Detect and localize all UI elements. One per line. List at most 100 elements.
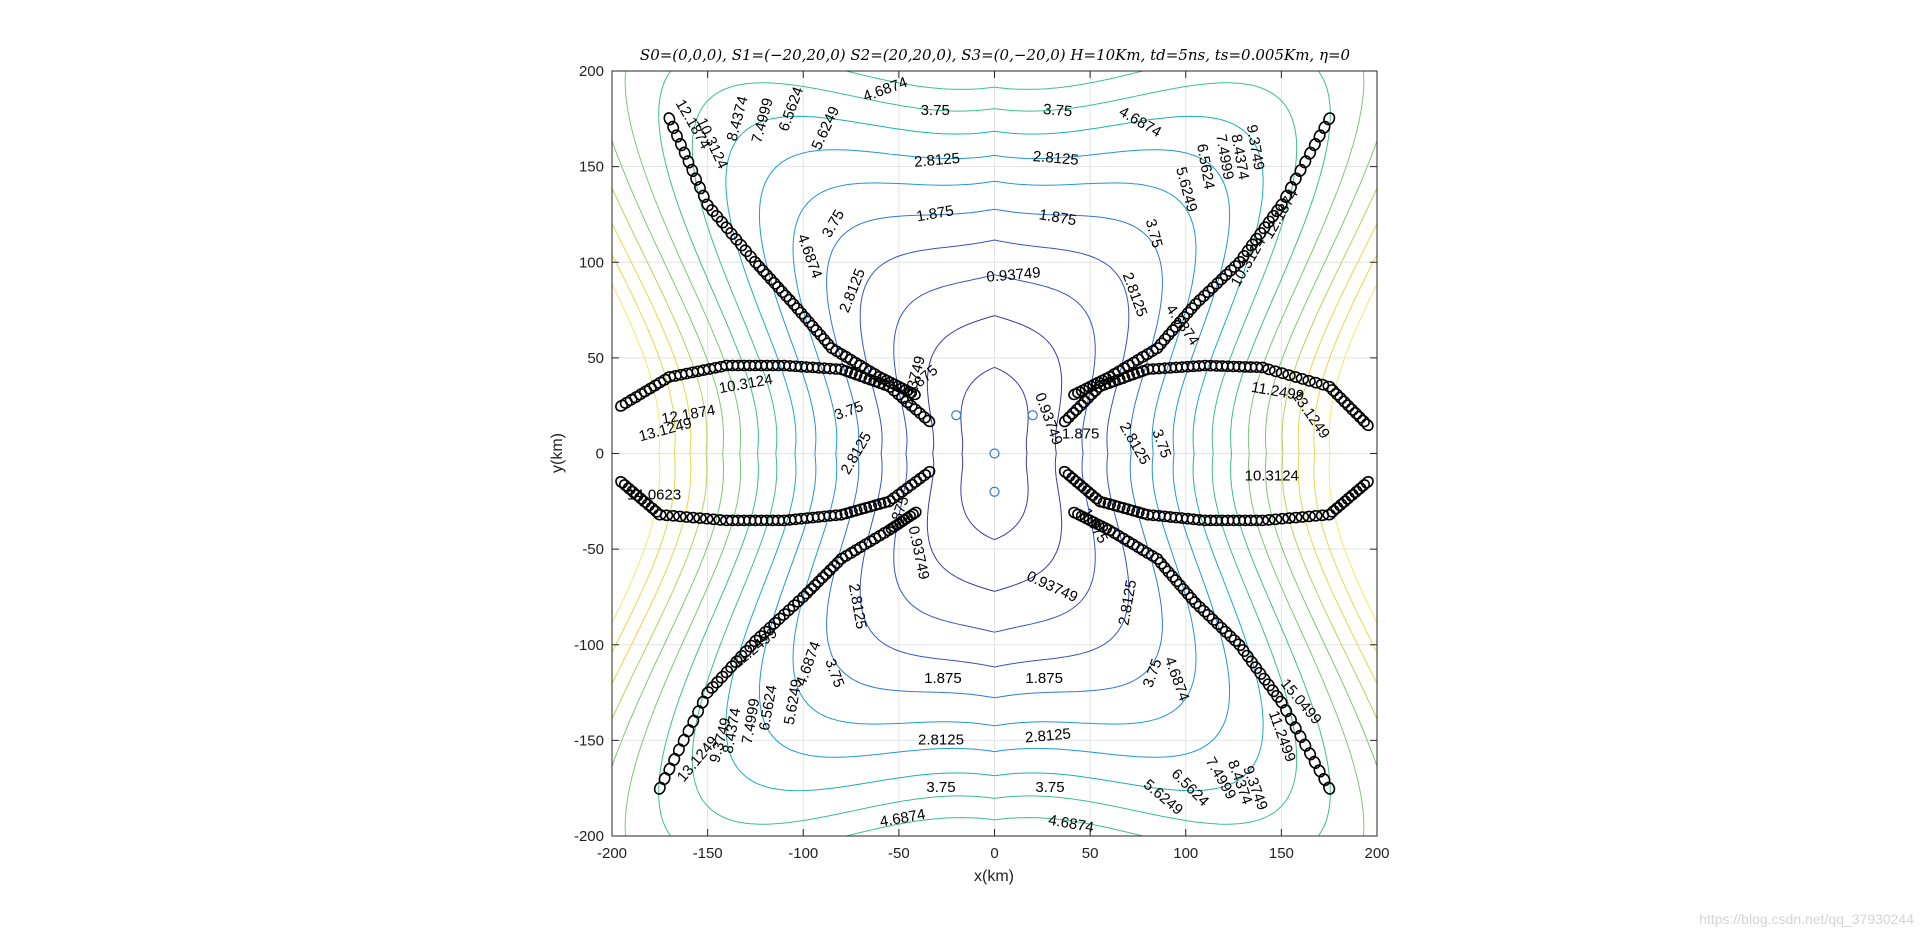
label-cluster-glyph xyxy=(1140,348,1155,361)
label-cluster-glyph xyxy=(834,363,849,376)
x-axis-ticks: -200 -150 -100 -50 0 50 100 150 200 xyxy=(597,71,1390,862)
label-cluster-glyph xyxy=(1282,512,1296,524)
label-cluster-glyph xyxy=(725,227,738,241)
label-cluster-glyph xyxy=(1093,380,1107,393)
label-cluster-glyph xyxy=(1258,221,1271,235)
label-cluster-glyph xyxy=(891,488,905,501)
contour-label: 1.875 xyxy=(1038,206,1078,229)
label-cluster-glyph xyxy=(645,501,659,515)
label-cluster-glyph xyxy=(1262,215,1275,229)
label-cluster-glyph xyxy=(739,244,753,258)
label-cluster-glyph xyxy=(1289,721,1302,735)
y-tick-label: 50 xyxy=(587,350,604,367)
label-cluster-glyph xyxy=(896,485,909,498)
label-cluster-glyph xyxy=(1275,695,1288,709)
chart-title: S0=(0,0,0), S1=(−20,20,0) S2=(20,20,0), … xyxy=(640,46,1351,64)
label-cluster-glyph xyxy=(1299,738,1312,752)
label-cluster-glyph xyxy=(1145,345,1159,358)
contour-label: 3.75 xyxy=(1042,101,1073,120)
label-cluster-glyph xyxy=(812,575,825,588)
label-cluster-glyph xyxy=(1241,649,1254,663)
label-cluster-glyph xyxy=(1072,508,1086,521)
label-cluster-glyph xyxy=(671,129,683,143)
label-cluster-glyph xyxy=(1357,479,1371,492)
x-tick-label: 0 xyxy=(990,845,998,862)
x-axis-label: x(km) xyxy=(974,868,1014,885)
label-cluster-glyph xyxy=(1102,377,1116,390)
label-cluster-glyph xyxy=(1349,485,1363,499)
label-cluster-glyph xyxy=(1284,181,1297,195)
label-cluster-glyph xyxy=(777,608,791,621)
contour-label: 2.8125 xyxy=(1032,148,1079,169)
label-cluster-glyph xyxy=(787,599,801,612)
label-cluster-glyph xyxy=(1338,395,1351,409)
contour-label: 2.8125 xyxy=(918,731,964,748)
label-cluster-glyph xyxy=(816,571,829,585)
label-cluster-glyph xyxy=(1241,244,1254,258)
contour-label: 1.875 xyxy=(1025,670,1063,687)
label-cluster-glyph xyxy=(909,475,923,488)
label-cluster-glyph xyxy=(701,198,714,212)
label-cluster-glyph xyxy=(907,388,921,401)
label-cluster-glyph xyxy=(853,503,868,516)
label-cluster-glyph xyxy=(674,137,687,152)
label-cluster-glyph xyxy=(1249,661,1263,675)
label-cluster-glyph xyxy=(1268,365,1283,378)
label-cluster-glyph xyxy=(1146,363,1160,375)
label-cluster-glyph xyxy=(1089,384,1103,397)
label-cluster-glyph xyxy=(1089,491,1103,505)
label-cluster-glyph xyxy=(1081,485,1095,498)
label-cluster-glyph xyxy=(658,771,671,786)
label-cluster-glyph xyxy=(882,495,896,508)
label-cluster-glyph xyxy=(701,686,714,699)
label-cluster-glyph xyxy=(844,506,858,518)
label-cluster-glyph xyxy=(1135,507,1150,520)
label-cluster-glyph xyxy=(863,500,877,513)
label-cluster-glyph xyxy=(710,209,724,223)
label-cluster-glyph xyxy=(834,348,849,361)
label-cluster-glyph xyxy=(1280,189,1293,203)
label-cluster-glyph xyxy=(1271,204,1284,218)
y-tick-label: 100 xyxy=(579,254,604,271)
label-cluster-glyph xyxy=(1315,509,1330,522)
label-cluster-glyph xyxy=(1070,403,1084,416)
label-cluster-glyph xyxy=(839,350,853,363)
label-cluster-glyph xyxy=(887,491,901,505)
label-cluster-glyph xyxy=(844,546,858,560)
label-cluster-glyph xyxy=(1280,704,1293,718)
label-cluster-glyph xyxy=(1136,350,1150,363)
label-cluster-glyph xyxy=(673,510,687,523)
label-cluster-glyph xyxy=(1360,475,1374,489)
label-cluster-glyph xyxy=(858,502,873,514)
label-cluster-glyph xyxy=(710,675,724,689)
label-cluster-glyph xyxy=(868,375,882,388)
label-cluster-glyph xyxy=(1121,503,1136,516)
label-cluster-glyph xyxy=(1341,492,1355,505)
station-marker-s1 xyxy=(951,410,962,421)
label-cluster-glyph xyxy=(1107,499,1121,512)
label-cluster-glyph xyxy=(1330,501,1344,515)
label-cluster-glyph xyxy=(868,368,882,381)
label-cluster-glyph xyxy=(1140,508,1155,521)
label-cluster-glyph xyxy=(1315,378,1330,391)
label-cluster-glyph xyxy=(854,541,868,554)
label-cluster-glyph xyxy=(1282,369,1296,381)
label-cluster-glyph xyxy=(626,485,640,499)
label-cluster-glyph xyxy=(624,393,638,406)
label-cluster-glyph xyxy=(858,538,872,551)
label-cluster-glyph xyxy=(1318,773,1331,787)
label-cluster-glyph xyxy=(1334,391,1348,405)
contour-level-8 xyxy=(691,82,1298,825)
label-cluster-glyph xyxy=(913,472,927,485)
label-cluster-glyph xyxy=(1117,532,1131,545)
label-cluster-glyph xyxy=(1116,502,1131,514)
label-cluster-glyph xyxy=(622,482,636,495)
label-cluster-glyph xyxy=(1085,488,1099,502)
label-cluster-glyph xyxy=(829,509,843,522)
label-cluster-glyph xyxy=(849,356,863,369)
label-cluster-glyph xyxy=(618,479,632,492)
label-cluster-glyph xyxy=(804,582,818,596)
label-cluster-glyph xyxy=(782,603,796,617)
label-cluster-glyph xyxy=(873,529,887,542)
label-cluster-glyph xyxy=(858,372,873,384)
